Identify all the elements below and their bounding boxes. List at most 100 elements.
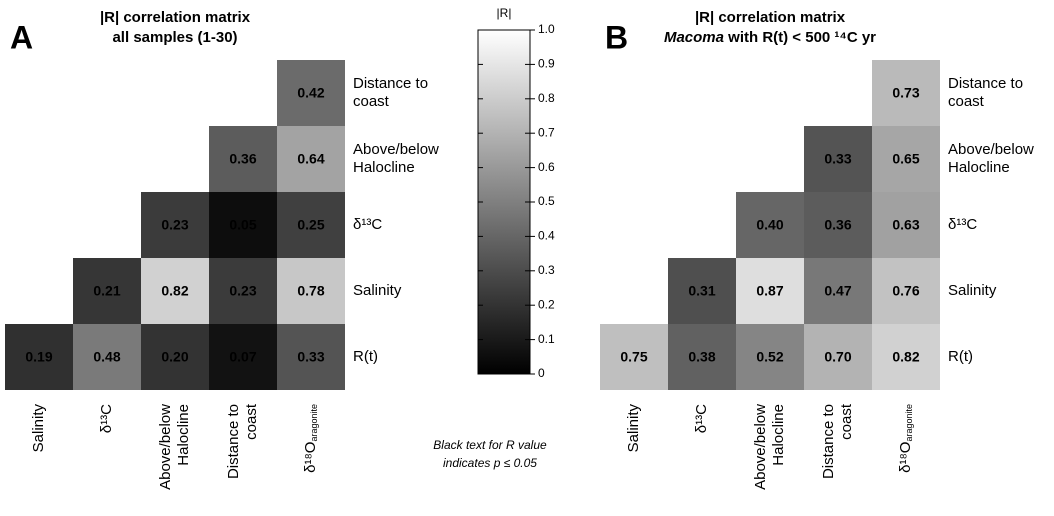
heatmap-cell [872, 60, 940, 126]
colorbar-tick-label: 0.6 [538, 160, 555, 174]
heatmap-cell [736, 324, 804, 390]
colorbar-tick-label: 0.5 [538, 194, 555, 208]
y-category-label: Salinity [353, 282, 402, 299]
cell-value-label: 0.05 [229, 217, 256, 233]
x-category-label: δ¹⁸Oaragonite [302, 404, 319, 473]
heatmap-cell [736, 192, 804, 258]
x-category-label: Salinity [625, 404, 642, 453]
chart-title: |R| correlation matrix [100, 9, 251, 26]
cell-value-label: 0.21 [93, 283, 120, 299]
subtitle-text: with R(t) < 500 ¹⁴C yr [727, 29, 876, 46]
colorbar-tick-label: 0.8 [538, 91, 555, 105]
chart-subtitle: all samples (1-30) [112, 29, 237, 46]
heatmap-cell [804, 258, 872, 324]
x-category-label: δ¹³C [98, 404, 115, 433]
cell-value-label: 0.36 [229, 151, 256, 167]
y-category-label: coast [353, 93, 390, 110]
heatmap-cell [277, 126, 345, 192]
heatmap-cell [804, 192, 872, 258]
y-category-label: R(t) [353, 348, 378, 365]
colorbar-tick-label: 0.1 [538, 332, 555, 346]
heatmap-cell [804, 324, 872, 390]
note: indicates p ≤ 0.05 [443, 456, 537, 470]
heatmap-cell [872, 126, 940, 192]
heatmap-cell [872, 258, 940, 324]
cell-value-label: 0.47 [824, 283, 851, 299]
cell-value-label: 0.75 [620, 349, 647, 365]
note: Black text for R value [433, 438, 547, 452]
cell-value-label: 0.82 [161, 283, 188, 299]
x-category-label: Distance to [820, 404, 837, 479]
colorbar-title: |R| [497, 6, 512, 20]
heatmap-cell [209, 324, 277, 390]
cell-value-label: 0.33 [824, 151, 851, 167]
x-category-label: δ¹⁸Oaragonite [897, 404, 914, 473]
cell-value-label: 0.36 [824, 217, 851, 233]
cell-value-label: 0.42 [297, 85, 324, 101]
cell-value-label: 0.82 [892, 349, 919, 365]
panel-label: A [10, 19, 33, 55]
cell-value-label: 0.48 [93, 349, 120, 365]
cell-value-label: 0.70 [824, 349, 851, 365]
panel-label: B [605, 19, 628, 55]
cell-value-label: 0.20 [161, 349, 188, 365]
x-category-label: Above/below [157, 404, 174, 490]
heatmap-cell [141, 258, 209, 324]
cell-value-label: 0.23 [229, 283, 256, 299]
x-category-label: Halocline [175, 404, 192, 466]
colorbar-tick-label: 0.7 [538, 125, 555, 139]
cell-value-label: 0.19 [25, 349, 52, 365]
heatmap-cell [209, 258, 277, 324]
x-category-label: coast [838, 403, 855, 440]
heatmap-cell [209, 126, 277, 192]
x-category-label: coast [243, 403, 260, 440]
cell-value-label: 0.63 [892, 217, 919, 233]
heatmap-cell [277, 324, 345, 390]
colorbar-tick-label: 0.4 [538, 229, 555, 243]
cell-value-label: 0.73 [892, 85, 919, 101]
heatmap-cell [73, 258, 141, 324]
heatmap-cell [141, 324, 209, 390]
heatmap-cell [5, 324, 73, 390]
cell-value-label: 0.76 [892, 283, 919, 299]
x-category-label: δ¹³C [693, 404, 710, 433]
cell-value-label: 0.78 [297, 283, 324, 299]
heatmap-cell [736, 258, 804, 324]
cell-value-label: 0.65 [892, 151, 919, 167]
heatmap-cell [277, 258, 345, 324]
y-category-label: Above/below [353, 141, 439, 158]
heatmap-cell [872, 324, 940, 390]
heatmap-cell [277, 192, 345, 258]
heatmap-cell [209, 192, 277, 258]
y-category-label: δ¹³C [948, 216, 977, 233]
chart-title: |R| correlation matrix [695, 9, 846, 26]
cell-value-label: 0.25 [297, 217, 324, 233]
cell-value-label: 0.23 [161, 217, 188, 233]
cell-value-label: 0.64 [297, 151, 324, 167]
cell-value-label: 0.87 [756, 283, 783, 299]
cell-value-label: 0.33 [297, 349, 324, 365]
x-category-label: Above/below [752, 404, 769, 490]
y-category-label: Halocline [353, 159, 415, 176]
heatmap-cell [73, 324, 141, 390]
colorbar-tick-label: 0.2 [538, 297, 555, 311]
x-category-label: Halocline [770, 404, 787, 466]
x-category-subscript: aragonite [309, 404, 319, 442]
heatmap-cell [277, 60, 345, 126]
heatmap-cell [804, 126, 872, 192]
heatmap-cell [141, 192, 209, 258]
heatmap-cell [872, 192, 940, 258]
y-category-label: Distance to [353, 75, 428, 92]
x-category-subscript: aragonite [904, 404, 914, 442]
y-category-label: coast [948, 93, 985, 110]
colorbar-tick-label: 0.9 [538, 57, 555, 71]
y-category-label: Salinity [948, 282, 997, 299]
heatmap-cell [668, 324, 736, 390]
cell-value-label: 0.31 [688, 283, 715, 299]
heatmap-cell [668, 258, 736, 324]
x-category-label: Distance to [225, 404, 242, 479]
y-category-label: Distance to [948, 75, 1023, 92]
colorbar [477, 29, 531, 375]
x-category-label: Salinity [30, 404, 47, 453]
